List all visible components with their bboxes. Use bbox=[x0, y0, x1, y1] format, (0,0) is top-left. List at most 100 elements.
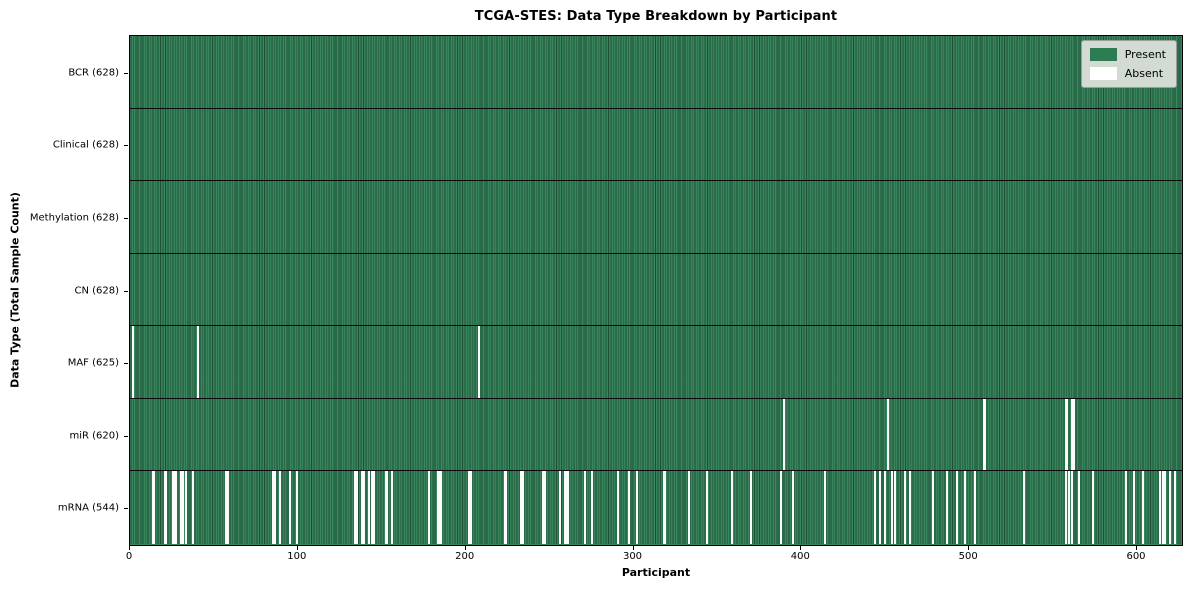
absent-stripe bbox=[543, 471, 546, 544]
absent-stripe bbox=[731, 471, 734, 544]
absent-stripe bbox=[791, 471, 794, 544]
absent-stripe bbox=[151, 471, 154, 544]
absent-stripe bbox=[627, 471, 630, 544]
xtick-label-100: 100 bbox=[287, 551, 307, 562]
absent-stripe bbox=[173, 471, 176, 544]
absent-stripe bbox=[984, 398, 987, 471]
absent-stripe bbox=[617, 471, 620, 544]
xtick-label-400: 400 bbox=[790, 551, 810, 562]
row-methylation bbox=[130, 181, 1182, 254]
absent-stripe bbox=[1161, 471, 1164, 544]
absent-stripe bbox=[153, 471, 156, 544]
absent-stripe bbox=[439, 471, 442, 544]
absent-stripe bbox=[1078, 471, 1081, 544]
ytick-label-mrna: mRNA (544) bbox=[57, 502, 119, 514]
plot-area bbox=[129, 35, 1183, 546]
legend-label: Present bbox=[1124, 48, 1166, 61]
absent-stripe bbox=[964, 471, 967, 544]
legend: Present Absent bbox=[1080, 40, 1177, 88]
ytick-label-maf: MAF (625) bbox=[67, 357, 119, 369]
absent-stripe bbox=[361, 471, 364, 544]
absent-stripe bbox=[163, 471, 166, 544]
xtick-mark bbox=[129, 546, 130, 550]
xtick-mark bbox=[464, 546, 466, 550]
absent-stripe bbox=[185, 471, 188, 544]
absent-stripe bbox=[356, 471, 359, 544]
xtick-mark bbox=[800, 546, 802, 550]
absent-stripe bbox=[1066, 398, 1069, 471]
ytick-label-cn: CN (628) bbox=[74, 285, 119, 296]
ytick-mark bbox=[124, 217, 128, 219]
absent-stripe bbox=[706, 471, 709, 544]
absent-stripe bbox=[567, 471, 570, 544]
absent-stripe bbox=[1168, 471, 1171, 544]
absent-stripe bbox=[521, 471, 524, 544]
xtick-mark bbox=[1136, 546, 1137, 550]
absent-stripe bbox=[171, 471, 174, 544]
absent-stripe bbox=[180, 471, 183, 544]
legend-swatch-present bbox=[1089, 48, 1117, 61]
absent-stripe bbox=[279, 471, 282, 544]
absent-stripe bbox=[823, 471, 826, 544]
absent-stripe bbox=[932, 471, 935, 544]
absent-stripe bbox=[893, 471, 896, 544]
absent-stripe bbox=[438, 471, 441, 544]
absent-stripe bbox=[503, 471, 506, 544]
absent-stripe bbox=[1071, 471, 1074, 544]
absent-stripe bbox=[590, 471, 593, 544]
legend-entry-present: Present bbox=[1089, 48, 1166, 61]
legend-label: Absent bbox=[1124, 67, 1164, 80]
absent-stripe bbox=[1141, 471, 1144, 544]
absent-stripe bbox=[908, 471, 911, 544]
absent-stripe bbox=[662, 471, 665, 544]
ytick-mark bbox=[124, 72, 128, 74]
absent-stripe bbox=[1071, 398, 1074, 471]
absent-stripe bbox=[1022, 471, 1025, 544]
ytick-label-clinical: Clinical (628) bbox=[52, 139, 119, 151]
absent-stripe bbox=[1158, 471, 1161, 544]
ytick-mark bbox=[124, 435, 128, 437]
absent-stripe bbox=[391, 471, 394, 544]
absent-stripe bbox=[436, 471, 439, 544]
absent-stripe bbox=[1073, 398, 1076, 471]
absent-stripe bbox=[1173, 471, 1176, 544]
absent-stripe bbox=[1064, 471, 1067, 544]
row-cn bbox=[130, 253, 1182, 327]
absent-stripe bbox=[227, 471, 230, 544]
xtick-label-0: 0 bbox=[125, 551, 133, 562]
absent-stripe bbox=[945, 471, 948, 544]
absent-stripe bbox=[1068, 471, 1071, 544]
legend-entry-absent: Absent bbox=[1089, 67, 1166, 80]
row-maf bbox=[130, 326, 1182, 399]
row-mir bbox=[130, 398, 1182, 472]
absent-stripe bbox=[635, 471, 638, 544]
absent-stripe bbox=[470, 471, 473, 544]
absent-stripe bbox=[272, 471, 275, 544]
absent-stripe bbox=[563, 471, 566, 544]
row-mrna bbox=[130, 471, 1182, 544]
absent-stripe bbox=[372, 471, 375, 544]
absent-stripe bbox=[191, 471, 194, 544]
ytick-label-bcr: BCR (628) bbox=[68, 67, 119, 79]
absent-stripe bbox=[131, 326, 134, 398]
legend-swatch-absent bbox=[1089, 67, 1117, 80]
absent-stripe bbox=[428, 471, 431, 544]
absent-stripe bbox=[565, 471, 568, 544]
absent-stripe bbox=[354, 471, 357, 544]
chart-title: TCGA-STES: Data Type Breakdown by Partic… bbox=[474, 9, 838, 24]
row-clinical bbox=[130, 108, 1182, 182]
row-bcr bbox=[130, 36, 1182, 109]
absent-stripe bbox=[974, 471, 977, 544]
absent-stripe bbox=[878, 471, 881, 544]
xtick-mark bbox=[296, 546, 298, 550]
xtick-label-600: 600 bbox=[1126, 551, 1146, 562]
absent-stripe bbox=[779, 471, 782, 544]
xtick-label-200: 200 bbox=[455, 551, 475, 562]
absent-stripe bbox=[274, 471, 277, 544]
absent-stripe bbox=[873, 471, 876, 544]
ytick-mark bbox=[124, 290, 128, 292]
absent-stripe bbox=[468, 471, 471, 544]
absent-stripe bbox=[1064, 398, 1067, 471]
x-axis-label: Participant bbox=[621, 566, 691, 579]
